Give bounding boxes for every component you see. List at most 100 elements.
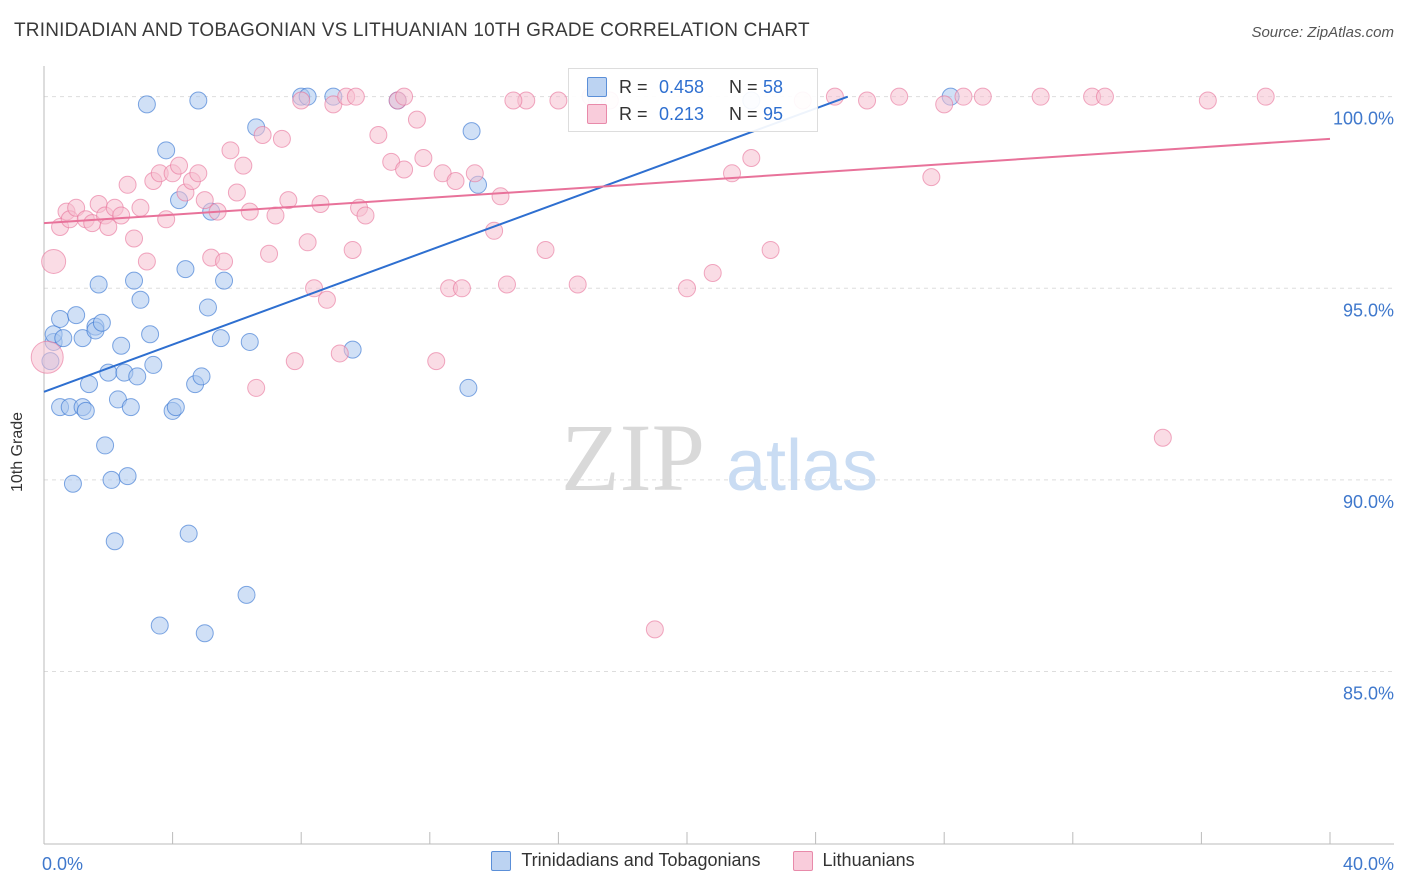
data-point [128,367,147,386]
legend-label: Lithuanians [822,850,915,870]
data-point [92,313,111,332]
data-point [395,87,414,106]
chart-title: TRINIDADIAN AND TOBAGONIAN VS LITHUANIAN… [14,20,810,41]
legend-r-label: R = [619,103,648,124]
legend-r-value: 0.458 [659,76,705,97]
data-point [195,191,214,210]
x-tick-label: 40.0% [1343,854,1394,874]
data-point [298,233,317,252]
legend-r-label: R = [619,76,648,97]
data-point [121,398,140,417]
data-point [176,260,195,279]
data-point [414,148,433,167]
data-point [446,171,465,190]
data-point [317,290,336,309]
data-point [96,436,115,455]
data-point [54,329,73,348]
data-point [742,148,761,167]
data-point [407,110,426,129]
data-point [144,355,163,374]
data-point [485,221,504,240]
data-point [63,474,82,493]
data-point [645,620,664,639]
data-point [67,198,86,217]
data-point [279,191,298,210]
data-point [131,290,150,309]
data-point [1198,91,1217,110]
data-points [30,87,1275,643]
legend-label: Trinidadians and Tobagonians [521,850,761,870]
legend-item-lithuanians[interactable]: Lithuanians [792,850,915,871]
watermark-atlas: atlas [726,426,878,506]
trend-line [43,95,849,393]
data-point [356,206,375,225]
data-point [102,470,121,489]
data-point [179,524,198,543]
data-point [462,122,481,141]
data-point [234,156,253,175]
data-point [459,378,478,397]
legend-swatch-blue [587,77,607,97]
legend-swatch-pink [792,850,813,871]
y-tick-label: 90.0% [1343,492,1394,512]
data-point [195,624,214,643]
data-point [858,91,877,110]
data-point [427,352,446,371]
data-point [137,252,156,271]
data-point [1256,87,1275,106]
data-point [1095,87,1114,106]
legend-n-label: N = [729,76,758,97]
data-point [67,306,86,325]
data-point [198,298,217,317]
data-point [678,279,696,298]
y-tick-label: 100.0% [1333,109,1394,129]
gridlines [44,96,1394,673]
data-point [189,164,208,183]
data-point [118,175,137,194]
data-point [549,91,568,110]
y-axis-label: 10th Grade [9,411,26,493]
data-point [395,160,414,179]
tick-labels: 85.0% 90.0% 95.0% 100.0% 0.0% 40.0% [42,109,1394,874]
data-point [343,240,362,259]
legend-n-label: N = [729,103,758,124]
data-point [41,248,67,274]
series-legend: Trinidadians and Tobagonians Lithuanians [0,850,1406,871]
data-point [452,279,471,298]
data-point [305,279,324,298]
data-point [1153,428,1172,447]
data-point [192,367,211,386]
y-tick-label: 85.0% [1343,684,1394,704]
data-point [105,532,124,551]
data-point [922,168,941,187]
data-point [346,87,365,106]
data-point [504,91,523,110]
data-point [536,240,555,259]
data-point [189,91,208,110]
data-point [260,244,279,263]
data-point [141,325,160,344]
data-point [497,275,516,294]
data-point [237,585,256,604]
data-point [30,340,64,374]
data-point [150,616,169,635]
data-point [215,252,234,271]
data-point [369,125,388,144]
data-point [157,141,176,160]
legend-item-trinidadians[interactable]: Trinidadians and Tobagonians [491,850,761,871]
correlation-legend: R = 0.458 N = 58 R = 0.213 N = 95 [568,68,818,132]
data-point [973,87,992,106]
data-point [703,263,722,282]
data-point [131,198,150,217]
data-point [211,329,230,348]
legend-swatch-pink [587,104,607,124]
data-point [935,95,954,114]
data-point [761,240,780,259]
data-point [112,206,131,225]
data-point [170,156,189,175]
data-point [292,91,311,110]
data-point [137,95,156,114]
data-point [890,87,909,106]
legend-row-trinidadian: R = 0.458 N = 58 [587,75,783,99]
data-point [568,275,587,294]
